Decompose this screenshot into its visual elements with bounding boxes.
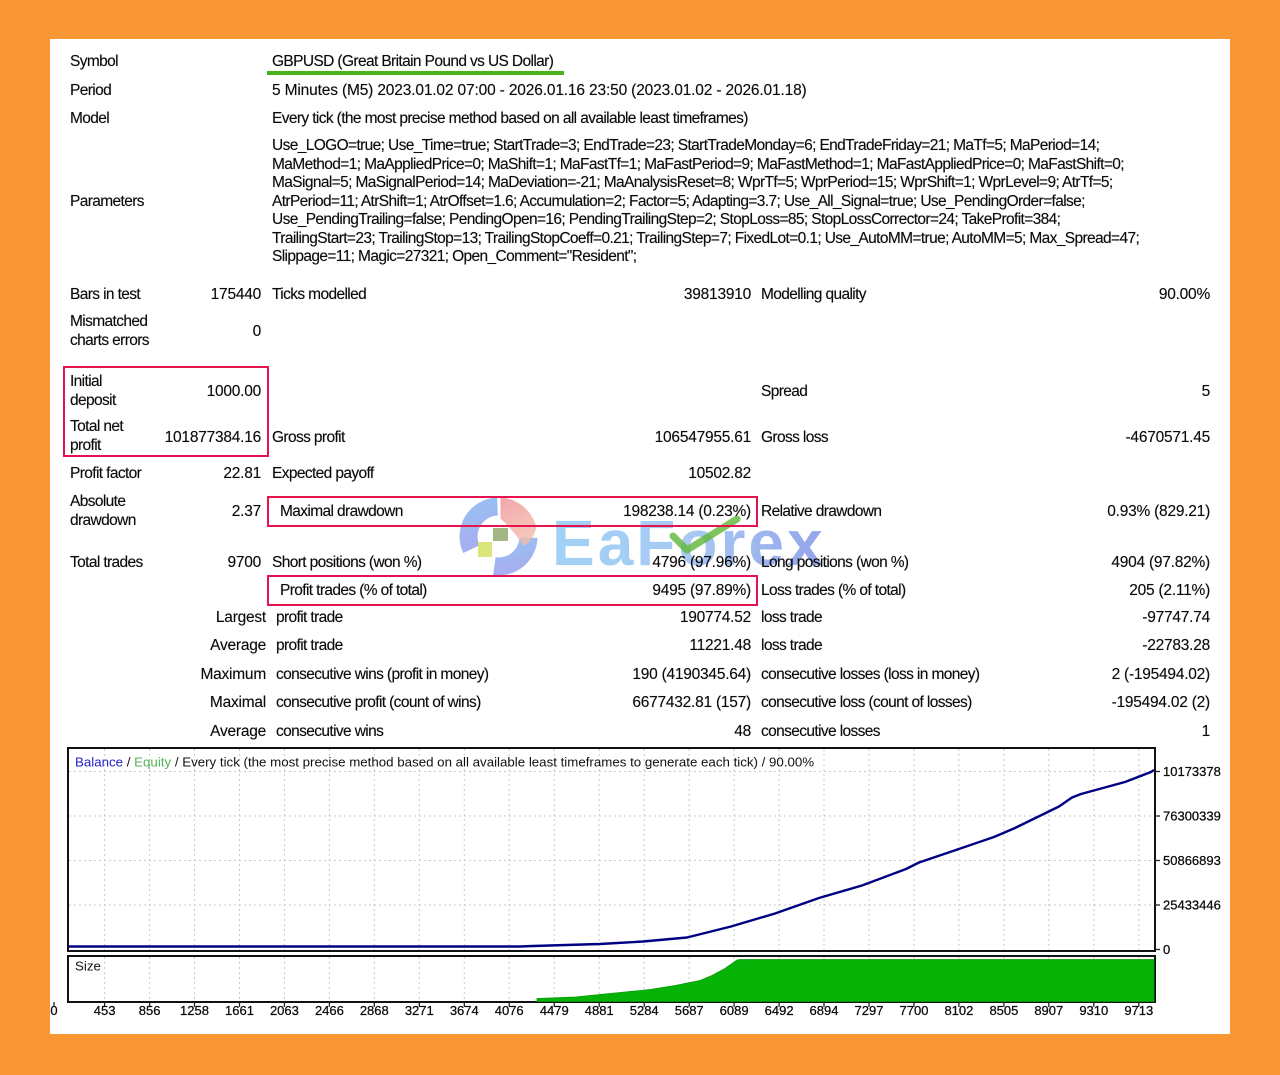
svg-text:7700: 7700 [900, 1003, 929, 1018]
svg-text:1258: 1258 [180, 1003, 209, 1018]
svg-text:Balance / Equity / Every tick: Balance / Equity / Every tick (the most … [75, 755, 814, 770]
svg-text:EaForex: EaForex [552, 507, 826, 579]
svg-text:6089: 6089 [720, 1003, 749, 1018]
svg-text:6894: 6894 [810, 1003, 839, 1018]
svg-text:50866893: 50866893 [1163, 853, 1221, 868]
svg-text:1661: 1661 [225, 1003, 254, 1018]
svg-text:4881: 4881 [585, 1003, 614, 1018]
svg-text:5284: 5284 [630, 1003, 659, 1018]
svg-text:0: 0 [50, 1003, 57, 1018]
svg-text:76300339: 76300339 [1163, 809, 1221, 824]
svg-text:2063: 2063 [270, 1003, 299, 1018]
svg-text:4076: 4076 [495, 1003, 524, 1018]
svg-text:Size: Size [75, 959, 101, 974]
svg-text:8505: 8505 [989, 1003, 1018, 1018]
svg-text:8102: 8102 [944, 1003, 973, 1018]
svg-text:10173378: 10173378 [1163, 764, 1221, 779]
svg-text:25433446: 25433446 [1163, 898, 1221, 913]
svg-text:7297: 7297 [855, 1003, 884, 1018]
svg-text:3674: 3674 [450, 1003, 479, 1018]
svg-text:9713: 9713 [1124, 1003, 1153, 1018]
svg-text:2868: 2868 [360, 1003, 389, 1018]
svg-text:2466: 2466 [315, 1003, 344, 1018]
svg-text:453: 453 [94, 1003, 116, 1018]
svg-text:856: 856 [139, 1003, 161, 1018]
svg-text:4479: 4479 [540, 1003, 569, 1018]
svg-text:8907: 8907 [1034, 1003, 1063, 1018]
svg-text:6492: 6492 [765, 1003, 794, 1018]
svg-text:9310: 9310 [1079, 1003, 1108, 1018]
svg-text:0: 0 [1163, 942, 1170, 957]
svg-text:3271: 3271 [405, 1003, 434, 1018]
svg-text:5687: 5687 [675, 1003, 704, 1018]
